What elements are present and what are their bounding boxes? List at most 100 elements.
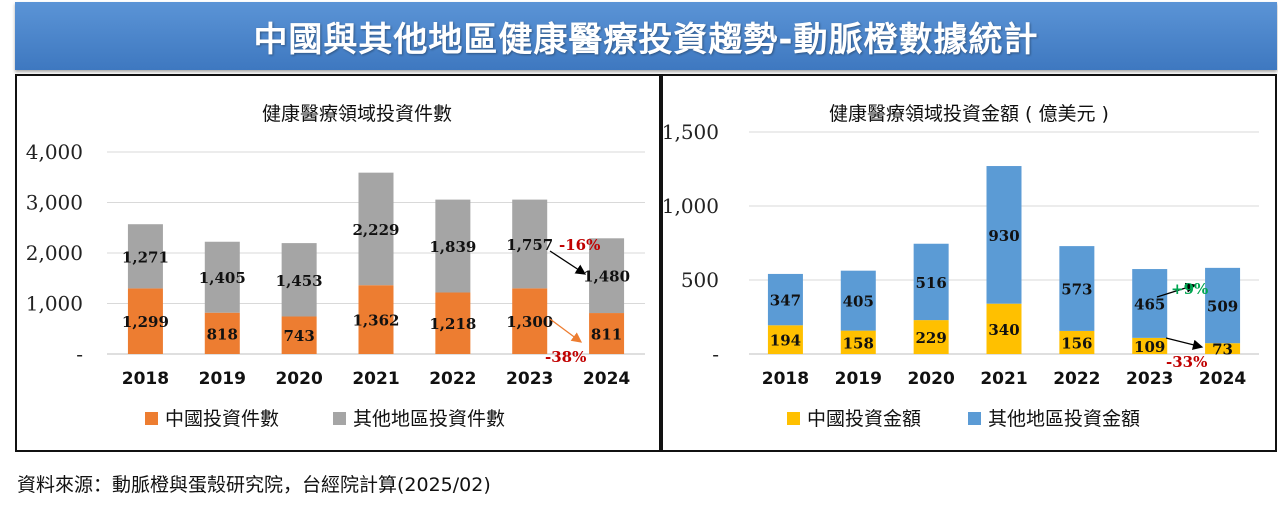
- bar-segment: [1059, 246, 1095, 331]
- bar-segment: [435, 292, 471, 354]
- x-tick-label: 2019: [835, 369, 882, 389]
- bar-data-label: 516: [915, 274, 946, 292]
- legend: 中國投資金額 其他地區投資金額: [787, 408, 1140, 430]
- annotation-other-change: +9%: [1171, 280, 1208, 298]
- legend-swatch-other: [333, 412, 346, 425]
- x-tick-label: 2020: [907, 369, 954, 389]
- bar-data-label: 347: [770, 292, 801, 310]
- bar-segment: [281, 243, 317, 317]
- source-note: 資料來源：動脈橙與蛋殼研究院，台經院計算(2025/02): [17, 474, 491, 496]
- x-tick-label: 2018: [762, 369, 809, 389]
- arrow-other-change: [1156, 282, 1197, 298]
- x-tick-label: 2023: [506, 369, 553, 389]
- title-banner: 中國與其他地區健康醫療投資趨勢-動脈橙數據統計: [15, 2, 1277, 70]
- annotation-china-change: -38%: [545, 348, 586, 366]
- bar-data-label: 156: [1061, 334, 1092, 352]
- y-tick-label: 1,000: [26, 292, 83, 316]
- bar-segment: [1059, 330, 1095, 354]
- x-tick-label: 2020: [275, 369, 322, 389]
- annotation-china-change: -33%: [1166, 353, 1207, 371]
- y-tick-label: 1,500: [663, 120, 719, 144]
- left-chart-panel: 健康醫療領域投資件數 -1,000 2,000 3,000 4,000 1,299 1,…: [15, 74, 661, 452]
- y-tick-label: -: [76, 342, 83, 366]
- bar-data-label: 811: [591, 326, 622, 344]
- x-tick-label: 2018: [122, 369, 169, 389]
- x-tick-label: 2019: [199, 369, 246, 389]
- bar-segment: [435, 199, 471, 293]
- bar-data-label: 1,362: [353, 312, 400, 330]
- x-axis-labels: 2018 2019 2020 2021 2022 2023 2024: [762, 369, 1247, 389]
- bar-data-label: 1,480: [583, 268, 630, 286]
- bar-data-label: 1,405: [199, 269, 246, 287]
- bar-segment: [913, 243, 949, 321]
- annotation-other-change: -16%: [559, 236, 600, 254]
- bar-data-label: 2,229: [353, 221, 400, 239]
- bar-data-label: 405: [843, 293, 874, 311]
- bar-segment: [512, 199, 548, 289]
- annotations: +9% -33%: [1156, 280, 1208, 371]
- x-tick-label: 2021: [352, 369, 399, 389]
- y-tick-label: -: [712, 342, 719, 366]
- x-tick-label: 2024: [583, 369, 630, 389]
- legend-swatch-china: [145, 412, 158, 425]
- annotations: -16% -38%: [545, 236, 600, 366]
- x-tick-label: 2022: [429, 369, 476, 389]
- bar-segment: [913, 320, 949, 354]
- bar-segment: [840, 270, 876, 331]
- bar-data-label: 743: [283, 327, 314, 345]
- bar-data-label: 930: [988, 227, 1019, 245]
- legend-label-other: 其他地區投資件數: [353, 408, 505, 430]
- x-tick-label: 2023: [1126, 369, 1173, 389]
- bar-segment: [281, 316, 317, 354]
- bar-data-label: 1,218: [429, 315, 476, 333]
- bar-data-label: 573: [1061, 281, 1092, 299]
- y-axis-ticks: - 1,000 2,000 3,000 4,000: [26, 140, 83, 366]
- bar-segment: [358, 285, 394, 354]
- bar-segment: [1205, 343, 1241, 354]
- arrow-china-change: [549, 318, 583, 343]
- chart-title: 健康醫療領域投資金額 ( 億美元 ): [829, 103, 1109, 125]
- chart-title: 健康醫療領域投資件數: [262, 103, 452, 125]
- arrow-china-change: [1165, 337, 1204, 350]
- bars: 194 347 158 405 229 516 340 930 156 573 109 465 73 50…: [767, 166, 1241, 359]
- bar-data-label: 818: [207, 325, 238, 343]
- bar-segment: [589, 313, 625, 354]
- bar-segment: [1132, 269, 1168, 338]
- y-tick-label: 2,000: [26, 241, 83, 265]
- bar-segment: [840, 330, 876, 354]
- bars: 1,299 1,271 818 1,405 743 1,453 1,362 2,229 1,21…: [122, 172, 630, 354]
- bar-data-label: 340: [988, 321, 1019, 339]
- bar-data-label: 509: [1207, 298, 1238, 316]
- arrow-other-change: [549, 250, 587, 275]
- bar-data-label: 158: [843, 334, 874, 352]
- bar-segment: [589, 238, 625, 314]
- bar-data-label: 73: [1212, 341, 1233, 359]
- bar-data-label: 1,453: [276, 272, 323, 290]
- bar-segment: [127, 288, 163, 354]
- bar-segment: [1205, 267, 1241, 344]
- bar-segment: [986, 303, 1022, 354]
- bar-data-label: 1,839: [429, 238, 476, 256]
- legend-label-other: 其他地區投資金額: [988, 408, 1140, 430]
- bar-segment: [204, 241, 240, 313]
- legend-label-china: 中國投資金額: [807, 408, 921, 430]
- bar-segment: [767, 325, 803, 354]
- legend-label-china: 中國投資件數: [165, 408, 279, 430]
- bar-data-label: 1,757: [506, 236, 553, 254]
- bar-segment: [767, 273, 803, 326]
- investment-amount-chart: 健康醫療領域投資金額 ( 億美元 ) - 500 1,000 1,500 194 347…: [663, 103, 1259, 430]
- x-tick-label: 2021: [980, 369, 1027, 389]
- bar-data-label: 194: [770, 332, 801, 350]
- bar-segment: [127, 224, 163, 289]
- x-tick-label: 2022: [1053, 369, 1100, 389]
- bar-data-label: 1,299: [122, 313, 169, 331]
- page-title: 中國與其他地區健康醫療投資趨勢-動脈橙數據統計: [253, 20, 1039, 60]
- bar-data-label: 109: [1134, 338, 1165, 356]
- y-tick-label: 1,000: [663, 194, 719, 218]
- y-tick-label: 4,000: [26, 140, 83, 164]
- bar-data-label: 1,271: [122, 248, 169, 266]
- bar-segment: [986, 166, 1022, 304]
- bar-segment: [358, 172, 394, 286]
- x-axis-labels: 2018 2019 2020 2021 2022 2023 2024: [122, 369, 631, 389]
